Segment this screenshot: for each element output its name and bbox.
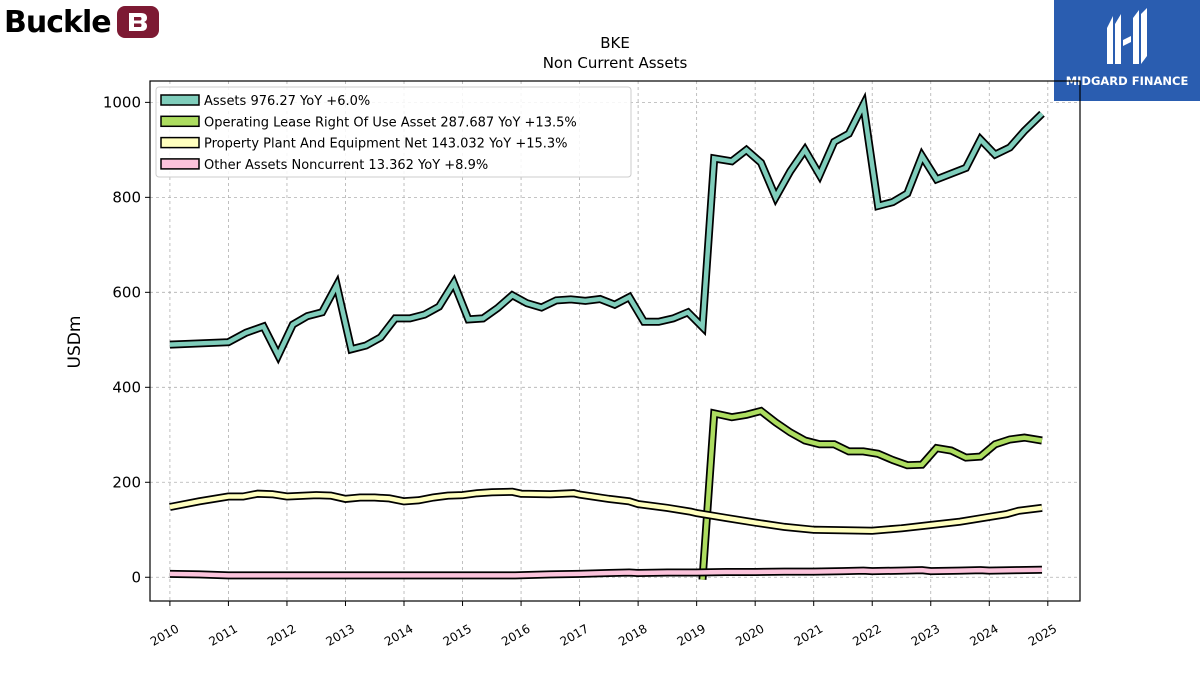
series-line-4 [169, 567, 1043, 578]
midgard-emblem-icon [1107, 8, 1147, 64]
chart-title: BKE [600, 34, 630, 52]
series-line-3 [169, 489, 1043, 533]
partner-name: MIDGARD FINANCE [1065, 74, 1189, 88]
x-tick-label: 2022 [850, 621, 883, 648]
y-tick-label: 600 [112, 283, 141, 301]
legend-box [155, 86, 632, 178]
brand-name: Buckle [4, 4, 112, 40]
x-tick-label: 2013 [324, 621, 357, 648]
series-lines [169, 91, 1045, 580]
y-tick-label: 0 [131, 568, 141, 586]
legend-label-1: Assets 976.27 YoY +6.0% [204, 94, 370, 109]
series-line-2 [700, 408, 1043, 580]
x-tick-label: 2018 [616, 621, 649, 648]
x-tick-label: 2019 [675, 621, 708, 648]
y-axis-label: USDm [65, 316, 85, 369]
y-tick-label: 400 [112, 378, 141, 396]
partner-logo: MIDGARD FINANCE [1054, 0, 1200, 101]
x-tick-label: 2014 [382, 621, 415, 648]
y-tick-label: 1000 [103, 93, 141, 111]
y-tick-label: 800 [112, 188, 141, 206]
legend-swatch-4 [160, 158, 200, 170]
y-tick-label: 200 [112, 473, 141, 491]
legend-label-4: Other Assets Noncurrent 13.362 YoY +8.9% [204, 158, 488, 173]
legend: Assets 976.27 YoY +6.0% Operating Lease R… [155, 86, 632, 178]
brand-b-glyph-icon [128, 13, 147, 31]
x-tick-label: 2017 [558, 621, 591, 648]
legend-swatch-2 [160, 115, 200, 128]
x-tick-label: 2020 [733, 621, 766, 648]
x-tick-label: 2011 [206, 621, 239, 648]
x-tick-label: 2021 [792, 621, 825, 648]
x-tick-label: 2024 [967, 621, 1000, 648]
series-line-1 [169, 97, 1044, 361]
x-tick-label: 2012 [265, 621, 298, 648]
x-tick-label: 2025 [1026, 621, 1059, 648]
x-tick-label: 2016 [499, 621, 532, 648]
legend-swatch-1 [160, 94, 200, 106]
plot-frame [149, 80, 1081, 602]
x-tick-label: 2015 [441, 621, 474, 648]
x-tick-label: 2010 [148, 621, 181, 648]
legend-swatch-3 [160, 136, 200, 149]
brand-logo: Buckle [4, 2, 159, 42]
legend-label-2: Operating Lease Right Of Use Asset 287.6… [204, 115, 577, 130]
x-tick-label: 2023 [909, 621, 942, 648]
legend-label-3: Property Plant And Equipment Net 143.032… [204, 137, 568, 152]
brand-badge-icon [116, 6, 159, 38]
chart-subtitle: Non Current Assets [543, 54, 688, 72]
